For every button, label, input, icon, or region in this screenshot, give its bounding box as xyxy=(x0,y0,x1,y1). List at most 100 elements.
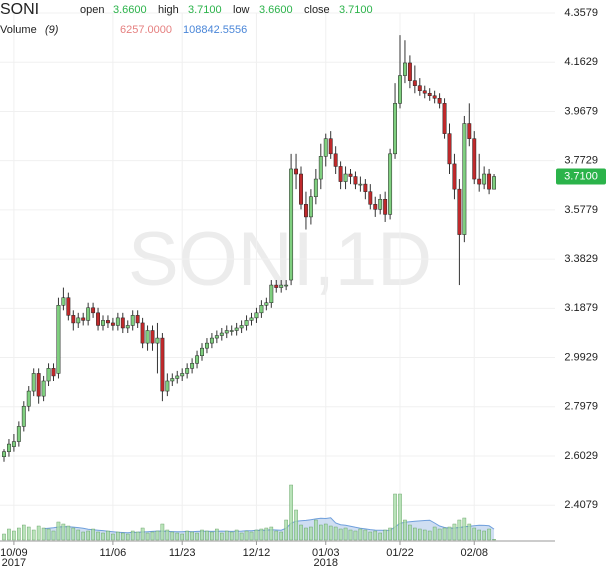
volume-bar xyxy=(56,521,61,541)
candle-body xyxy=(145,330,150,344)
x-tick-label: 01/22 xyxy=(386,547,414,559)
volume-bar xyxy=(46,528,51,541)
candle-body xyxy=(254,312,259,319)
volume-bar xyxy=(338,528,343,541)
candle-body xyxy=(417,85,422,91)
legend-value: 3.7100 xyxy=(188,4,222,16)
candle-body xyxy=(388,153,393,215)
y-tick-label: 2.9929 xyxy=(564,351,598,363)
candle-body xyxy=(31,373,36,392)
candle-body xyxy=(86,307,91,321)
volume-bar xyxy=(61,523,66,541)
volume-bar xyxy=(432,526,437,541)
x-tick-label: 11/23 xyxy=(169,547,196,559)
legend-label: low xyxy=(233,4,250,16)
candle-body xyxy=(21,405,26,427)
volume-bar xyxy=(190,531,194,541)
candle-body xyxy=(209,337,214,344)
candle-body xyxy=(180,373,185,377)
volume-bar xyxy=(106,530,110,541)
candle-body xyxy=(462,123,467,235)
volume-bar xyxy=(116,531,120,541)
y-tick-label: 4.3579 xyxy=(564,7,598,19)
candle-body xyxy=(101,320,105,326)
volume-bar xyxy=(86,530,90,541)
volume-legend-value: 108842.5556 xyxy=(183,24,247,36)
candle-body xyxy=(115,317,120,326)
volume-bar xyxy=(343,527,348,541)
candle-body xyxy=(56,305,61,374)
volume-bar xyxy=(2,533,6,541)
candle-body xyxy=(299,173,303,205)
candle-body xyxy=(195,355,200,364)
candle-body xyxy=(318,156,323,180)
volume-bar xyxy=(368,531,373,541)
candle-body xyxy=(452,163,457,190)
volume-bar xyxy=(91,528,95,541)
volume-bar xyxy=(462,517,467,541)
candle-body xyxy=(477,178,482,185)
candle-body xyxy=(190,363,195,369)
y-tick-label: 2.6029 xyxy=(564,450,598,462)
candle-body xyxy=(407,62,412,81)
volume-bar xyxy=(333,526,338,541)
candle-body xyxy=(36,373,41,397)
volume-bar xyxy=(393,493,397,541)
volume-bar xyxy=(492,539,496,541)
candle-body xyxy=(482,173,487,185)
volume-bar xyxy=(472,527,477,541)
x-year-label: 2017 xyxy=(2,557,26,568)
candle-body xyxy=(353,176,358,185)
volume-bar xyxy=(76,529,81,541)
volume-bar xyxy=(457,519,462,541)
volume-bar xyxy=(388,527,392,541)
volume-bar xyxy=(145,532,150,541)
candle-body xyxy=(224,330,229,334)
volume-bar xyxy=(418,528,422,541)
candle-body xyxy=(150,330,155,344)
volume-bar xyxy=(140,527,145,541)
candle-body xyxy=(447,133,452,165)
volume-bar xyxy=(71,527,76,541)
y-tick-label: 2.7979 xyxy=(564,401,598,413)
candle-body xyxy=(259,305,264,314)
volume-bar xyxy=(482,530,486,541)
candle-body xyxy=(16,426,21,442)
candle-body xyxy=(175,375,180,379)
candle-body xyxy=(403,62,407,76)
candle-body xyxy=(219,332,224,336)
legend-label: high xyxy=(158,4,179,16)
candle-body xyxy=(160,337,165,392)
candle-body xyxy=(71,315,76,324)
volume-bar xyxy=(17,527,21,541)
candle-body xyxy=(363,183,368,192)
candle-body xyxy=(457,188,462,235)
candle-body xyxy=(130,315,135,326)
volume-bar xyxy=(120,532,125,541)
volume-bar xyxy=(437,528,442,541)
y-tick-label: 4.1629 xyxy=(564,56,598,68)
candle-body xyxy=(244,320,249,326)
candle-body xyxy=(358,183,363,186)
candle-body xyxy=(135,315,140,324)
volume-bar xyxy=(41,527,46,541)
volume-bar xyxy=(269,526,274,541)
volume-bar xyxy=(130,530,135,541)
volume-bar xyxy=(259,528,264,541)
volume-bar xyxy=(51,530,56,541)
candle-body xyxy=(170,378,175,382)
volume-bar xyxy=(101,532,105,541)
x-tick-label: 01/03 xyxy=(312,547,340,559)
candle-body xyxy=(328,138,333,155)
volume-bar xyxy=(195,532,199,541)
candle-body xyxy=(492,176,497,190)
volume-bar xyxy=(309,526,313,541)
volume-bar xyxy=(427,530,432,541)
volume-legend-value: 6257.0000 xyxy=(120,24,172,36)
y-tick-label: 3.9679 xyxy=(564,105,598,117)
candle-body xyxy=(442,103,447,134)
legend-value: 3.6600 xyxy=(113,4,147,16)
volume-bar xyxy=(111,533,115,541)
volume-bar xyxy=(170,531,175,541)
